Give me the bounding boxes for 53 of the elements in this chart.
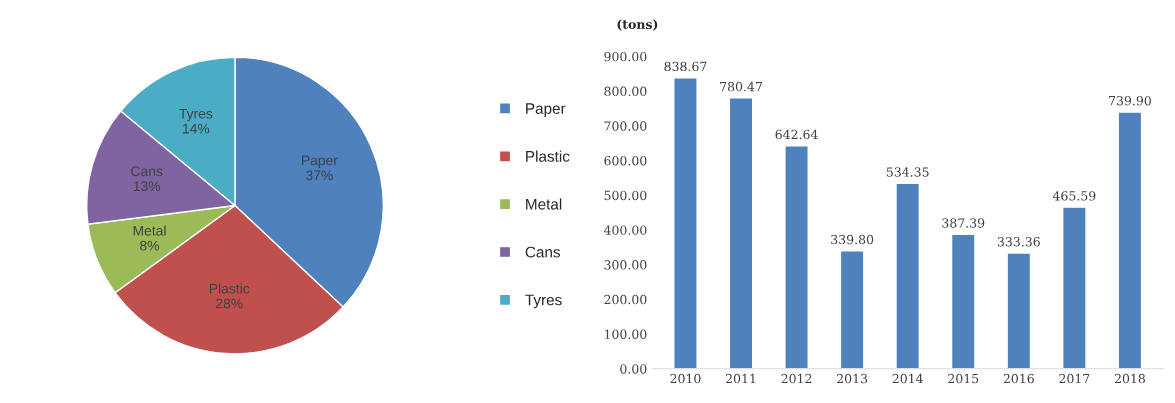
x-tick-label: 2014 [892, 373, 923, 384]
x-tick-label: 2011 [725, 373, 756, 384]
data-label: 534.35 [886, 167, 929, 177]
bar [784, 145, 809, 369]
slice-label: Metal [133, 225, 166, 236]
data-label: 838.67 [664, 61, 707, 72]
x-tick-label: 2016 [1003, 373, 1034, 384]
y-tick-label: 500.00 [604, 190, 647, 201]
data-label: 387.39 [942, 218, 985, 228]
data-label: 37% [306, 170, 333, 181]
bar [1061, 206, 1087, 369]
y-tick-label: 0.00 [620, 364, 647, 374]
bar [728, 97, 754, 369]
data-label: 642.64 [775, 129, 818, 140]
legend-label: Cans [525, 246, 560, 258]
data-label: 339.80 [831, 234, 874, 245]
data-label: 13% [133, 181, 161, 192]
y-axis-title: (tons) [617, 19, 658, 31]
slice-label: Paper [302, 155, 338, 169]
x-tick-label: 2015 [948, 373, 979, 384]
y-tick-label: 400.00 [603, 225, 647, 235]
data-label: 14% [183, 123, 210, 134]
bar [895, 182, 921, 369]
bar [1006, 252, 1032, 369]
y-tick-label: 700.00 [604, 121, 647, 131]
data-label: 28% [216, 298, 243, 309]
bar [673, 77, 698, 369]
legend-label: Metal [526, 198, 562, 210]
slice-label: Cans [131, 166, 163, 177]
legend-label: Plastic [526, 150, 570, 162]
x-tick-label: 2013 [837, 373, 868, 384]
slice-label: Tyres [179, 108, 213, 122]
slice-label: Plastic [209, 283, 250, 294]
data-label: 333.36 [997, 237, 1040, 247]
x-tick-label: 2012 [781, 373, 812, 384]
y-tick-label: 300.00 [604, 260, 647, 270]
y-tick-label: 900.00 [604, 51, 647, 62]
x-tick-label: 2018 [1114, 373, 1145, 384]
y-tick-label: 100.00 [605, 329, 647, 339]
legend-label: Tyres [525, 294, 562, 309]
x-tick-label: 2010 [670, 373, 701, 384]
bar [839, 250, 865, 369]
y-tick-label: 600.00 [604, 156, 647, 166]
data-label: 739.90 [1109, 95, 1151, 106]
legend-label: Paper [526, 103, 566, 117]
y-tick-label: 200.00 [604, 294, 647, 305]
data-label: 780.47 [720, 81, 762, 92]
bar [1117, 111, 1143, 369]
y-tick-label: 800.00 [604, 86, 647, 97]
data-label: 8% [140, 240, 160, 251]
x-tick-label: 2017 [1059, 373, 1090, 384]
data-label: 465.59 [1052, 191, 1096, 201]
bar [950, 233, 976, 369]
